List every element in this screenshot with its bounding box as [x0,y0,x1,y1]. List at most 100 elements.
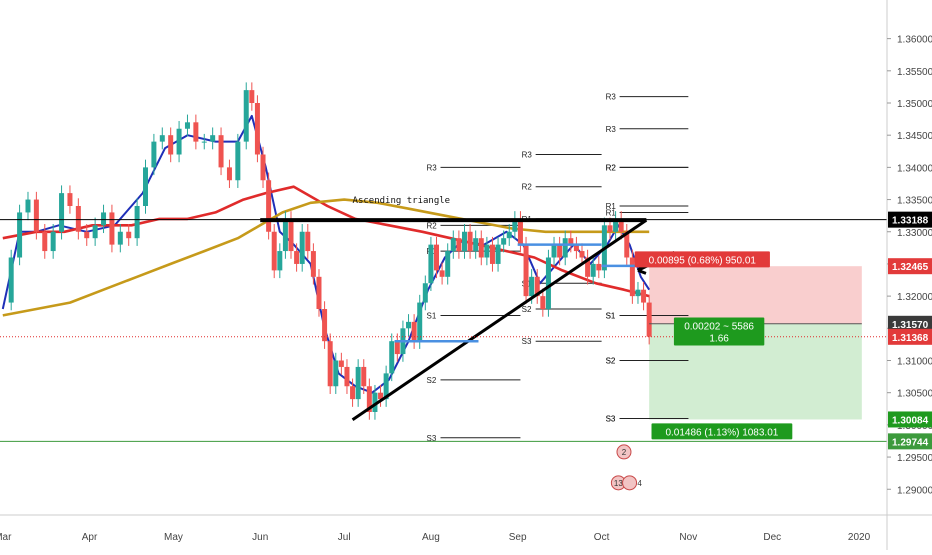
candle-body [338,360,344,367]
candle-body [266,180,272,232]
candle-body [134,206,140,239]
candle-body [641,289,647,303]
y-tick-label: 1.30500 [897,389,932,400]
pivot-label: S1 [427,311,437,320]
pivot-label: R1 [606,202,617,211]
candle-body [17,212,23,258]
candle-body [394,341,400,355]
target-label-text: 0.01486 (1.13%) 1083.01 [665,427,778,438]
candle-body [25,199,31,213]
y-tick-label: 1.32000 [897,292,932,303]
pivot-label: R3 [606,125,617,134]
candle-body [624,231,630,258]
pivot-label: S3 [522,337,532,346]
moving-average-line-3 [2,198,650,317]
candle-body [389,341,395,374]
y-tick-label: 1.29500 [897,453,932,464]
moving-average-line-2 [2,185,650,298]
candle-body [529,276,535,297]
candle-body [501,238,507,245]
candle-body [378,392,384,400]
candle-body [383,373,389,400]
price-label-bg [888,211,932,228]
candle-body [489,244,495,264]
price-label-bg [888,328,932,345]
x-tick-label: Oct [594,532,610,543]
entry-label-text: 1.66 [709,334,729,345]
y-tick-label: 1.31000 [897,357,932,368]
candle-body [75,206,81,232]
y-tick-label: 1.29000 [897,485,932,496]
candle-body [210,135,216,142]
x-tick-label: Jul [338,532,351,543]
pivot-label: S2 [427,376,437,385]
candle-body [635,289,641,297]
candle-body [254,103,260,155]
candle-body [562,238,568,258]
pivot-label: R2 [606,163,617,172]
price-label-bg [888,411,932,428]
candle-body [126,231,132,239]
pivot-label: R3 [606,93,617,102]
candle-body [151,141,157,168]
entry-label-text: 0.00202 ~ 5586 [684,322,754,333]
candle-body [176,128,182,155]
candle-body [305,231,311,252]
candle-body [618,218,624,232]
event-label: 2 [622,448,627,457]
candle-body [579,251,585,258]
pivot-label: S2 [606,357,616,366]
price-label: 1.33188 [892,216,929,227]
candle-body [361,366,367,387]
candle-body [143,167,149,206]
event-marker [616,444,632,460]
price-label: 1.30084 [892,415,929,426]
candle-body [445,251,451,277]
candle-body [613,218,619,232]
candle-body [193,122,199,142]
candle-body [417,302,423,342]
pivot-label: R1 [606,208,617,217]
entry-label-bg [673,317,765,346]
candle-body [218,135,224,168]
candle-body [67,193,73,206]
stop-label-bg [634,251,770,268]
candle-body [159,135,165,142]
candle-body [271,231,277,271]
pivot-label: S3 [606,414,616,423]
candle-body [8,257,14,303]
candle-body [277,251,283,271]
candle-body [506,231,512,239]
candle-body [512,218,518,232]
pivot-label: S3 [427,434,437,443]
candle-body [517,218,523,245]
target-label: 0.01486 (1.13%) 1083.01 [651,423,793,440]
x-tick-label: 2020 [848,532,871,543]
candle-body [101,212,107,226]
candle-body [590,263,596,277]
candle-body [545,257,551,309]
y-tick-label: 1.35500 [897,67,932,78]
candle-body [596,263,602,271]
pivot-label: R2 [427,221,438,230]
y-tick-label: 1.34500 [897,131,932,142]
candle-body [184,122,190,129]
candle-body [434,244,440,271]
triangle-bottom-line [351,218,648,421]
candle-body [168,135,174,155]
x-tick-label: May [164,532,183,543]
y-tick-label: 1.35000 [897,99,932,110]
event-label: 4 [637,479,642,488]
price-label: 1.31570 [892,320,929,331]
candle-body [456,238,462,252]
candle-body [428,244,434,284]
y-tick-label: 1.34000 [897,163,932,174]
candle-body [551,244,557,258]
candle-body [422,283,428,303]
candle-body [607,225,613,232]
candle-body [450,238,456,252]
candle-body [473,238,479,252]
y-tick-label: 1.33500 [897,196,932,207]
